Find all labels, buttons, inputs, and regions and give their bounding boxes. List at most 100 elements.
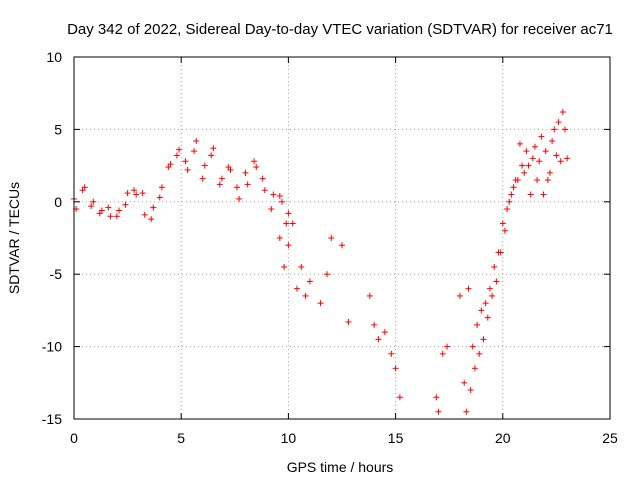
data-point	[107, 213, 114, 220]
data-point	[553, 152, 560, 159]
data-point	[508, 191, 515, 198]
data-point	[184, 166, 191, 173]
data-point	[201, 162, 208, 169]
data-point	[148, 216, 155, 223]
data-point	[113, 213, 120, 220]
data-point	[504, 206, 511, 213]
data-point	[388, 350, 395, 357]
data-point	[381, 329, 388, 336]
y-tick-label: 5	[54, 121, 62, 137]
data-point	[484, 314, 491, 321]
data-point	[141, 211, 148, 218]
data-point	[491, 263, 498, 270]
data-point	[105, 204, 112, 211]
data-point	[339, 242, 345, 249]
x-tick-label: 5	[177, 430, 185, 446]
point-layer	[71, 109, 571, 415]
data-point	[529, 155, 536, 162]
x-tick-label: 25	[602, 430, 618, 446]
y-tick-label: 0	[54, 194, 62, 210]
data-point	[516, 140, 523, 147]
data-point	[510, 184, 517, 191]
data-point	[261, 187, 268, 194]
data-point	[392, 365, 399, 372]
y-tick-label: 10	[46, 49, 62, 65]
data-point	[323, 271, 330, 278]
data-point	[551, 126, 558, 133]
data-point	[501, 227, 508, 234]
data-point	[199, 175, 206, 182]
data-point	[88, 203, 95, 210]
data-point	[278, 198, 285, 205]
data-point	[534, 177, 541, 184]
data-point	[531, 143, 538, 150]
data-point	[557, 158, 564, 165]
data-point	[253, 164, 260, 171]
x-tick-label: 15	[388, 430, 404, 446]
data-point	[478, 307, 485, 314]
data-point	[561, 126, 568, 133]
data-point	[270, 191, 277, 198]
data-point	[456, 292, 463, 299]
data-point	[540, 191, 547, 198]
y-tick-label: -5	[50, 266, 63, 282]
data-point	[514, 177, 521, 184]
data-point	[444, 343, 451, 350]
x-tick-label: 0	[70, 430, 78, 446]
data-point	[176, 146, 183, 153]
y-tick-label: -15	[42, 411, 62, 427]
data-point	[474, 321, 481, 328]
data-point	[98, 207, 105, 214]
data-point	[276, 193, 283, 200]
data-point	[536, 158, 543, 165]
data-point	[139, 190, 146, 197]
data-point	[283, 220, 290, 227]
data-point	[244, 181, 251, 188]
data-point	[173, 152, 180, 159]
tick-layer: 0 5 10 15 20 25 10 5 0 -5 -10 -15	[42, 49, 618, 446]
data-point	[131, 187, 138, 194]
data-point	[519, 162, 526, 169]
data-point	[242, 169, 249, 176]
data-point	[281, 263, 288, 270]
data-point	[471, 365, 478, 372]
data-point	[544, 177, 551, 184]
data-point	[328, 235, 335, 241]
data-point	[467, 387, 474, 394]
data-point	[191, 148, 198, 155]
data-point	[251, 158, 258, 165]
data-point	[268, 206, 275, 213]
data-point	[158, 184, 165, 191]
y-axis-label: SDTVAR / TECUs	[6, 182, 22, 294]
data-point	[493, 278, 500, 285]
data-point	[216, 181, 223, 188]
data-point	[285, 210, 292, 217]
data-point	[489, 292, 496, 299]
data-point	[523, 148, 530, 155]
data-point	[182, 158, 189, 165]
data-point	[259, 175, 266, 182]
data-point	[375, 336, 382, 343]
data-point	[90, 198, 97, 205]
data-point	[298, 263, 305, 270]
data-point	[499, 220, 506, 227]
data-point	[480, 336, 487, 343]
data-point	[116, 207, 123, 214]
grid-layer	[74, 57, 610, 419]
data-point	[218, 175, 225, 182]
data-point	[476, 350, 483, 357]
data-point	[167, 161, 174, 168]
data-point	[276, 235, 283, 241]
data-point	[506, 198, 513, 205]
data-point	[210, 145, 217, 152]
data-point	[527, 191, 534, 198]
data-point	[525, 162, 532, 169]
data-point	[81, 184, 88, 191]
data-point	[555, 119, 562, 126]
data-point	[122, 201, 129, 208]
data-point	[293, 285, 300, 292]
y-tick-label: -10	[42, 339, 62, 355]
data-point	[564, 155, 571, 162]
